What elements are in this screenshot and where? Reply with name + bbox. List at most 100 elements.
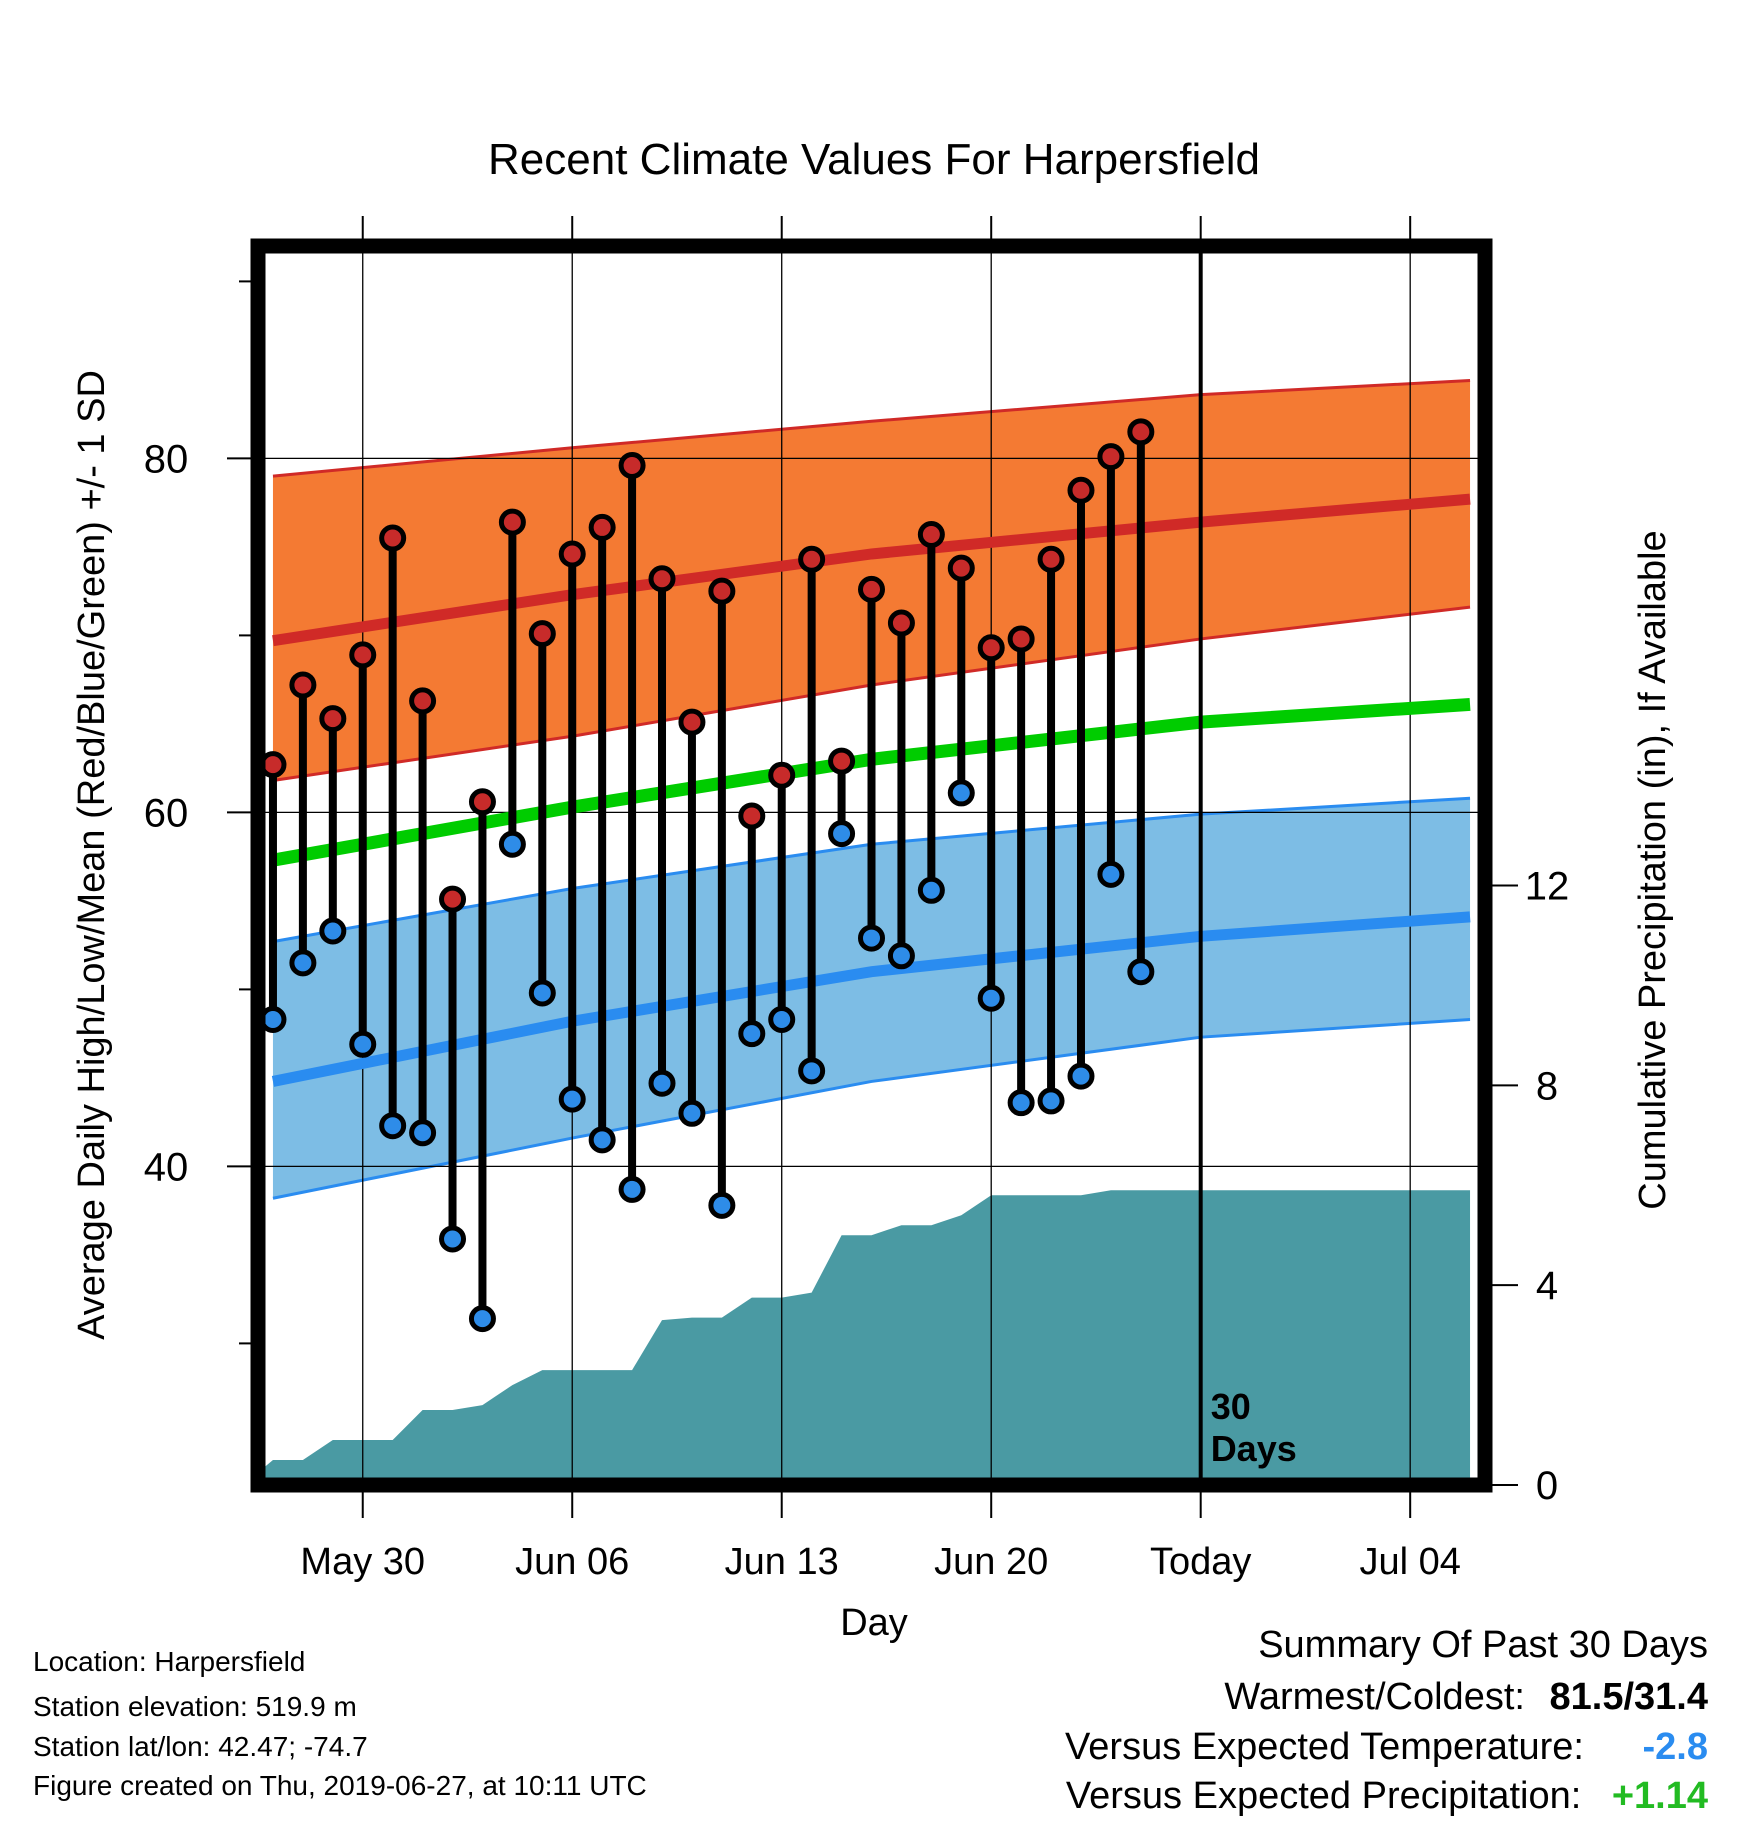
daily-high-point bbox=[1097, 443, 1125, 471]
daily-low-point bbox=[349, 1030, 377, 1058]
daily-observation bbox=[1097, 443, 1125, 888]
daily-low-point bbox=[409, 1119, 437, 1147]
daily-high-point bbox=[828, 747, 856, 775]
y-tick-label-left: 60 bbox=[144, 791, 189, 835]
daily-low-point bbox=[738, 1020, 766, 1048]
daily-low-point bbox=[678, 1099, 706, 1127]
daily-low-point bbox=[1037, 1087, 1065, 1115]
summary-title: Summary Of Past 30 Days bbox=[1258, 1624, 1708, 1666]
created-text: Figure created on Thu, 2019-06-27, at 10… bbox=[33, 1770, 647, 1801]
daily-low-point bbox=[768, 1005, 796, 1033]
daily-high-point bbox=[738, 802, 766, 830]
daily-low-point bbox=[648, 1069, 676, 1097]
daily-observation bbox=[528, 620, 556, 1007]
daily-observation bbox=[498, 508, 526, 858]
daily-observation bbox=[618, 451, 646, 1203]
daily-observation bbox=[648, 565, 676, 1097]
daily-high-point bbox=[648, 565, 676, 593]
daily-observation bbox=[1007, 625, 1035, 1117]
daily-observation bbox=[858, 575, 885, 952]
x-tick-label: Jun 20 bbox=[934, 1541, 1048, 1583]
y-tick-label-left: 40 bbox=[144, 1145, 189, 1189]
daily-high-point bbox=[409, 687, 437, 715]
daily-high-point bbox=[678, 708, 706, 736]
daily-low-point bbox=[1097, 860, 1125, 888]
precip-label: Versus Expected Precipitation: bbox=[1065, 1775, 1582, 1817]
daily-low-point bbox=[319, 917, 347, 945]
x-tick-label: Today bbox=[1150, 1541, 1251, 1583]
x-tick-label: May 30 bbox=[300, 1541, 425, 1583]
daily-observation bbox=[947, 554, 975, 807]
daily-high-point bbox=[498, 508, 526, 536]
temp-label: Versus Expected Temperature: bbox=[1065, 1726, 1584, 1768]
x-tick-label: Jun 06 bbox=[515, 1541, 629, 1583]
warm-cold-label: Warmest/Coldest: bbox=[1224, 1676, 1525, 1718]
daily-observation bbox=[379, 524, 407, 1140]
daily-observation bbox=[828, 747, 856, 848]
warm-cold-value: 81.5/31.4 bbox=[1549, 1676, 1708, 1718]
daily-observation bbox=[917, 521, 945, 904]
y-axis-label-left: Average Daily High/Low/Mean (Red/Blue/Gr… bbox=[71, 370, 113, 1340]
daily-high-point bbox=[319, 705, 347, 733]
daily-low-point bbox=[439, 1225, 467, 1253]
daily-low-point bbox=[798, 1057, 826, 1085]
daily-observation bbox=[439, 885, 467, 1253]
daily-observation bbox=[409, 687, 437, 1147]
latlon-text: Station lat/lon: 42.47; -74.7 bbox=[33, 1731, 368, 1762]
daily-high-point bbox=[1127, 418, 1155, 446]
daily-high-point bbox=[439, 885, 467, 913]
plot-frame bbox=[250, 238, 1493, 1493]
daily-high-point bbox=[588, 513, 616, 541]
daily-observation bbox=[977, 634, 1005, 1012]
y-tick-label-right: 8 bbox=[1536, 1064, 1558, 1108]
daily-high-point bbox=[858, 575, 885, 603]
daily-observation bbox=[1127, 418, 1155, 986]
x-tick-label: Jun 13 bbox=[725, 1541, 839, 1583]
daily-observation bbox=[319, 705, 347, 945]
today-days-label: 30 Days bbox=[1211, 1386, 1297, 1469]
temp-deviation-value: -2.8 bbox=[1642, 1726, 1708, 1768]
daily-high-point bbox=[289, 671, 317, 699]
chart-title: Recent Climate Values For Harpersfield bbox=[488, 135, 1260, 184]
daily-high-point bbox=[768, 761, 796, 789]
daily-low-point bbox=[887, 942, 915, 970]
daily-high-point bbox=[917, 521, 945, 549]
today-marker-group: 30 Days bbox=[1198, 246, 1297, 1485]
daily-observation bbox=[738, 802, 766, 1048]
daily-low-point bbox=[1007, 1089, 1035, 1117]
daily-high-point bbox=[887, 609, 915, 637]
location-text: Location: Harpersfield bbox=[33, 1646, 306, 1677]
low-band-lower-edge bbox=[272, 1017, 1471, 1200]
y-tick-label-right: 12 bbox=[1525, 864, 1570, 908]
daily-low-point bbox=[468, 1305, 496, 1333]
precipitation-area-group bbox=[258, 1190, 1471, 1485]
elevation-text: Station elevation: 519.9 m bbox=[33, 1691, 357, 1722]
daily-high-point bbox=[349, 641, 377, 669]
summary-temp: Versus Expected Temperature: -2.8 bbox=[1065, 1728, 1708, 1766]
daily-observation bbox=[708, 577, 736, 1219]
daily-high-point bbox=[558, 540, 586, 568]
daily-high-point bbox=[1037, 545, 1065, 573]
daily-low-point bbox=[289, 949, 317, 977]
daily-low-point bbox=[379, 1112, 407, 1140]
daily-low-point bbox=[528, 979, 556, 1007]
daily-high-point bbox=[977, 634, 1005, 662]
axes-group: 40 60 80 0 4 8 12 May 30 Jun 06 Jun 13 Jun 20 Today… bbox=[144, 216, 1570, 1583]
daily-observation bbox=[798, 545, 826, 1085]
daily-high-point bbox=[708, 577, 736, 605]
daily-low-point bbox=[917, 876, 945, 904]
precip-deviation-value: +1.14 bbox=[1611, 1775, 1708, 1817]
summary-warm-cold: Warmest/Coldest: 81.5/31.4 bbox=[1224, 1678, 1708, 1716]
daily-observation bbox=[768, 761, 796, 1033]
x-tick-label: Jul 04 bbox=[1359, 1541, 1460, 1583]
daily-low-point bbox=[977, 984, 1005, 1012]
daily-high-point bbox=[618, 451, 646, 479]
y-tick-label-right: 0 bbox=[1536, 1464, 1558, 1508]
daily-high-point bbox=[528, 620, 556, 648]
daily-observation bbox=[468, 788, 496, 1333]
daily-low-point bbox=[1067, 1062, 1095, 1090]
daily-low-point bbox=[858, 924, 885, 952]
high-normal-line bbox=[272, 493, 1471, 647]
daily-observation bbox=[678, 708, 706, 1127]
daily-low-point bbox=[498, 830, 526, 858]
